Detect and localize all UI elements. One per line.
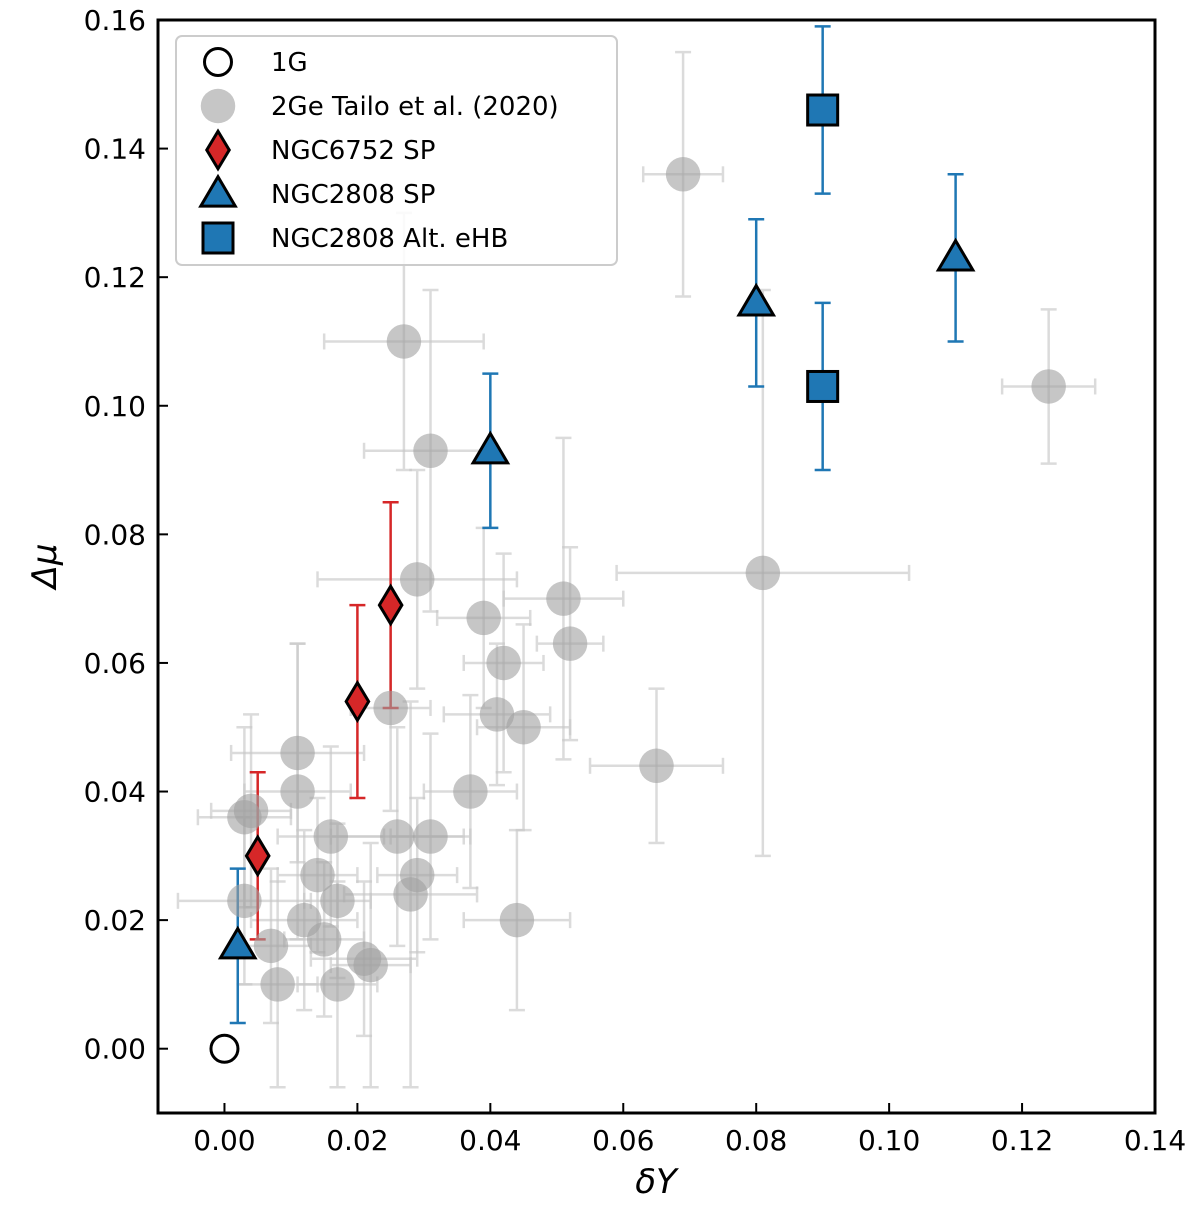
ngc2808-sp-marker (217, 925, 258, 960)
ngc6752-sp-marker (377, 583, 404, 627)
tailo-2020-marker (639, 748, 674, 784)
tailo-2020-marker (413, 433, 448, 469)
y-axis-label: Δμ (25, 544, 65, 592)
x-axis-label: δY (635, 1162, 679, 1202)
tailo-2020-marker (552, 626, 588, 661)
legend-box (175, 35, 618, 266)
tailo-2020-marker (466, 600, 501, 636)
legend-item: 1G (203, 47, 308, 78)
legend-item: NGC2808 Alt. eHB (201, 221, 508, 255)
legend-ngc2808-alt-ehb-marker (201, 221, 235, 255)
tailo-2020-marker (506, 709, 541, 745)
y-tick-label: 0.08 (84, 518, 146, 551)
tailo-2020-marker (306, 922, 342, 957)
x-tick-label: 0.12 (991, 1124, 1053, 1157)
tailo-2020-marker (413, 819, 448, 854)
tailo-2020-marker (320, 883, 355, 919)
tailo-2020-marker (399, 562, 435, 597)
y-tick-label: 0.06 (84, 647, 146, 680)
x-tick-label: 0.02 (326, 1124, 388, 1157)
legend-ngc6752-sp-marker (205, 128, 231, 172)
tailo-2020-marker (320, 967, 355, 1002)
tailo-2020-marker (253, 928, 289, 964)
tailo-2020-marker (499, 902, 535, 938)
tailo-2020-marker (546, 581, 581, 616)
tailo-2020-marker (1031, 369, 1066, 404)
tailo-2020-marker (373, 690, 408, 726)
tailo-2020-marker (479, 697, 515, 732)
tailo-2020-marker (380, 819, 415, 854)
tailo-2020-marker (227, 883, 262, 919)
y-tick-label: 0.02 (84, 904, 146, 937)
ngc2808-sp-marker (470, 430, 511, 465)
y-tick-label: 0.00 (84, 1033, 146, 1066)
first-generation-marker (209, 1033, 240, 1064)
ngc2808-alt-ehb-marker (806, 93, 840, 127)
x-tick-label: 0.06 (592, 1124, 654, 1157)
legend-label: 2Ge Tailo et al. (2020) (271, 92, 559, 122)
legend-label: 1G (271, 48, 308, 78)
x-tick-label: 0.08 (725, 1124, 787, 1157)
ngc6752-sp-marker (344, 679, 371, 724)
legend-tailo-2020-marker (200, 88, 236, 124)
tailo-2020-marker (386, 324, 422, 359)
x-tick-label: 0.10 (858, 1124, 920, 1157)
y-tick-label: 0.12 (84, 261, 146, 294)
legend-ngc2808-sp-marker (198, 173, 238, 208)
x-tick-label: 0.14 (1124, 1124, 1186, 1157)
tailo-2020-marker (260, 967, 295, 1002)
legend-label: NGC2808 Alt. eHB (271, 224, 508, 254)
ticks-layer: 0.00 0.02 0.04 0.06 0.08 0.10 0.12 0.14 0.00 0.02… (84, 4, 1187, 1157)
legend-label: NGC2808 SP (271, 180, 435, 210)
tailo-2020-marker (745, 555, 781, 591)
y-tick-label: 0.16 (84, 4, 146, 37)
x-tick-label: 0.00 (193, 1124, 255, 1157)
tailo-2020-marker (453, 774, 488, 809)
tailo-2020-marker (486, 645, 521, 681)
ngc6752-sp-marker (244, 834, 271, 878)
y-tick-label: 0.10 (84, 390, 146, 423)
legend-item: NGC2808 SP (198, 173, 435, 210)
y-tick-label: 0.04 (84, 776, 146, 809)
ngc2808-sp-marker (736, 282, 777, 317)
tailo-2020-marker (399, 857, 435, 893)
y-tick-label: 0.14 (84, 133, 146, 166)
legend-item: 2Ge Tailo et al. (2020) (200, 88, 559, 124)
tailo-2020-marker (280, 735, 315, 771)
x-tick-label: 0.04 (459, 1124, 521, 1157)
legend: 1G 2Ge Tailo et al. (2020) NGC6752 SP NGC28… (175, 35, 618, 266)
markers-layer (209, 93, 1066, 1064)
tailo-2020-marker (280, 774, 315, 809)
legend-label: NGC6752 SP (271, 136, 435, 166)
plot-frame (156, 18, 1157, 1115)
tailo-2020-marker (313, 819, 349, 854)
legend-first-generation-marker (203, 47, 233, 77)
ngc2808-sp-marker (935, 237, 976, 272)
ngc2808-alt-ehb-marker (806, 369, 840, 403)
tailo-2020-marker (353, 947, 388, 983)
tailo-2020-marker (300, 857, 335, 893)
legend-item: NGC6752 SP (205, 128, 435, 172)
tailo-2020-marker (233, 793, 269, 829)
tailo-2020-marker (665, 157, 701, 192)
